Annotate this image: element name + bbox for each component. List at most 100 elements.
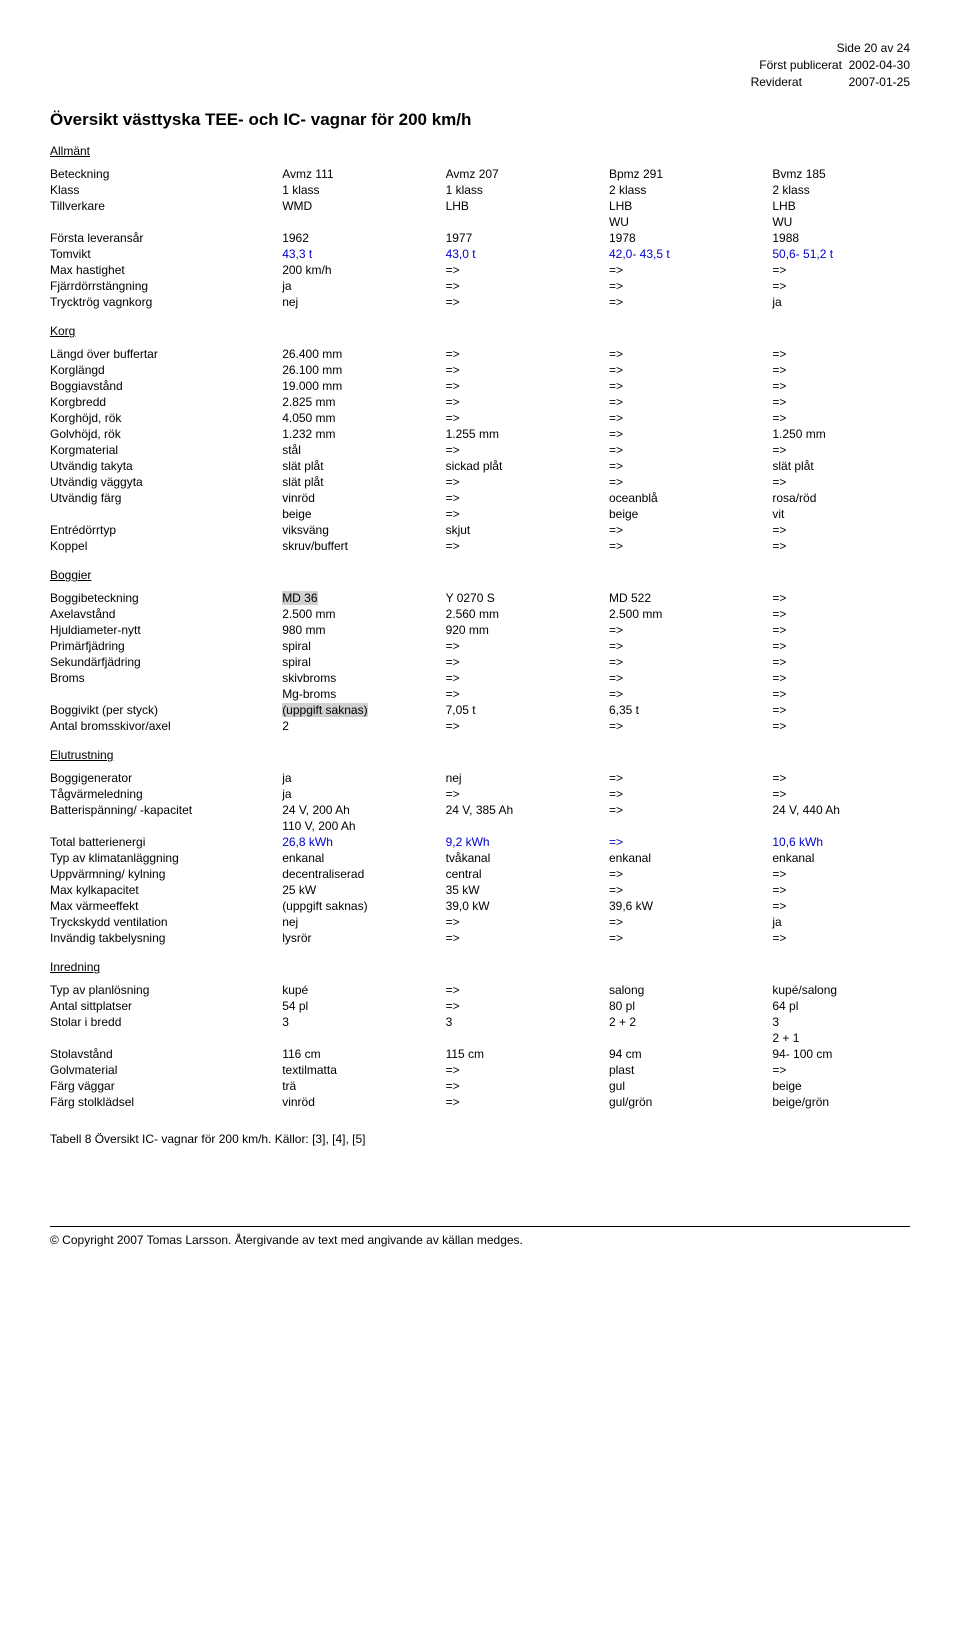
row-value: => [772,686,910,702]
row-value: => [609,686,772,702]
table-korg: Längd över buffertar26.400 mm=>=>=>Korgl… [50,346,910,554]
row-value [282,214,445,230]
row-value: => [609,670,772,686]
row-value: => [446,294,609,310]
table-row: Antal sittplatser54 pl=>80 pl64 pl [50,998,910,1014]
row-label: Typ av planlösning [50,982,282,998]
row-value: Bpmz 291 [609,166,772,182]
row-value: => [772,410,910,426]
table-row: Trycktrög vagnkorgnej=>=>ja [50,294,910,310]
row-label: Korglängd [50,362,282,378]
row-value: => [446,1062,609,1078]
row-value: WU [609,214,772,230]
table-row: Utvändig väggytaslät plåt=>=>=> [50,474,910,490]
table-row: Golvmaterialtextilmatta=>plast=> [50,1062,910,1078]
row-label [50,686,282,702]
row-label: Färg stolklädsel [50,1094,282,1110]
table-row: 110 V, 200 Ah [50,818,910,834]
row-value: WMD [282,198,445,214]
row-value: => [446,394,609,410]
first-published: Först publicerat 2002-04-30 [50,57,910,74]
row-label: Invändig takbelysning [50,930,282,946]
row-value: ja [772,914,910,930]
row-value: 43,0 t [446,246,609,262]
row-value: 1.232 mm [282,426,445,442]
row-value [446,214,609,230]
row-value: ja [282,786,445,802]
row-value: LHB [609,198,772,214]
row-value: => [446,786,609,802]
row-value: 980 mm [282,622,445,638]
row-value: => [446,474,609,490]
row-label: Korghöjd, rök [50,410,282,426]
row-value: 64 pl [772,998,910,1014]
row-value: => [772,786,910,802]
row-value: MD 522 [609,590,772,606]
row-value: => [609,654,772,670]
row-value: 94- 100 cm [772,1046,910,1062]
row-value: trä [282,1078,445,1094]
row-value: => [609,522,772,538]
row-value: lysrör [282,930,445,946]
row-value: Avmz 111 [282,166,445,182]
table-row: Typ av planlösningkupé=>salongkupé/salon… [50,982,910,998]
row-label: Max hastighet [50,262,282,278]
section-title-inredning: Inredning [50,960,910,974]
row-value: => [609,930,772,946]
table-row: Utvändig takytaslät plåtsickad plåt=>slä… [50,458,910,474]
row-value: => [772,930,910,946]
table-row: Uppvärmning/ kylningdecentraliseradcentr… [50,866,910,882]
row-value: => [772,262,910,278]
row-label: Utvändig färg [50,490,282,506]
row-value: Avmz 207 [446,166,609,182]
row-label: Längd över buffertar [50,346,282,362]
section-title-elutrustning: Elutrustning [50,748,910,762]
table-row: Korghöjd, rök4.050 mm=>=>=> [50,410,910,426]
row-value: => [609,622,772,638]
row-value: => [609,538,772,554]
row-label: Max kylkapacitet [50,882,282,898]
row-value: 43,3 t [282,246,445,262]
row-value: => [446,538,609,554]
row-value: 3 [282,1014,445,1030]
table-row: Entrédörrtypviksvängskjut=>=> [50,522,910,538]
row-label: Stolar i bredd [50,1014,282,1030]
row-value [609,818,772,834]
row-label: Golvhöjd, rök [50,426,282,442]
row-value: 26.400 mm [282,346,445,362]
row-value: 6,35 t [609,702,772,718]
row-value: => [609,458,772,474]
table-row: Tomvikt43,3 t43,0 t42,0- 43,5 t50,6- 51,… [50,246,910,262]
row-value: => [446,982,609,998]
row-value: => [772,866,910,882]
table-row: Fjärrdörrstängningja=>=>=> [50,278,910,294]
table-row: Bromsskivbroms=>=>=> [50,670,910,686]
row-value: => [446,654,609,670]
row-value: nej [282,294,445,310]
row-value: beige [772,1078,910,1094]
publication-header: Side 20 av 24 Först publicerat 2002-04-3… [50,40,910,90]
row-value: => [446,346,609,362]
row-label [50,1030,282,1046]
row-label: Korgmaterial [50,442,282,458]
row-value: => [609,262,772,278]
row-value: => [609,882,772,898]
row-value: 2 klass [772,182,910,198]
table-row: Korglängd26.100 mm=>=>=> [50,362,910,378]
row-value: 116 cm [282,1046,445,1062]
page-footer: © Copyright 2007 Tomas Larsson. Återgiva… [50,1226,910,1247]
row-value: => [446,1094,609,1110]
row-value: 1.255 mm [446,426,609,442]
row-value: 2.560 mm [446,606,609,622]
table-row: Korgmaterialstål=>=>=> [50,442,910,458]
row-label: Stolavstånd [50,1046,282,1062]
table-row: Stolavstånd116 cm115 cm94 cm94- 100 cm [50,1046,910,1062]
row-value: 24 V, 385 Ah [446,802,609,818]
row-value: => [772,654,910,670]
row-value: => [446,410,609,426]
table-row: Max hastighet200 km/h=>=>=> [50,262,910,278]
table-row: 2 + 1 [50,1030,910,1046]
row-value: => [446,506,609,522]
row-value: => [446,490,609,506]
row-value: 26.100 mm [282,362,445,378]
